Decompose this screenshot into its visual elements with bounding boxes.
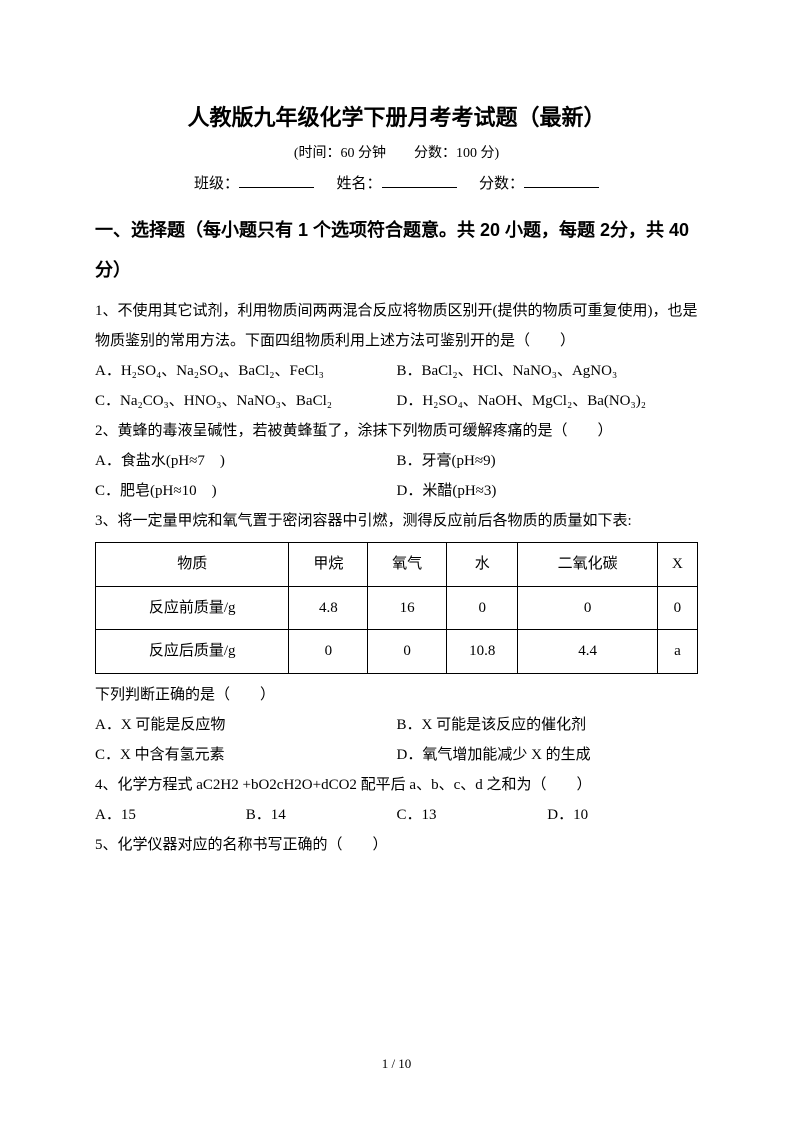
cell: 0	[447, 586, 518, 630]
class-blank[interactable]	[239, 172, 314, 188]
cell: 0	[289, 630, 368, 674]
exam-subtitle: (时间：60 分钟 分数：100 分)	[95, 142, 698, 162]
q1-text: 1、不使用其它试剂，利用物质间两两混合反应将物质区别开(提供的物质可重复使用)，…	[95, 296, 698, 356]
cell: 16	[368, 586, 447, 630]
q3-table: 物质 甲烷 氧气 水 二氧化碳 X 反应前质量/g 4.8 16 0 0 0 反…	[95, 542, 698, 674]
cell: 0	[657, 586, 697, 630]
q2-opt-b: B．牙膏(pH≈9)	[397, 446, 699, 476]
q2-options: A．食盐水(pH≈7 ) B．牙膏(pH≈9) C．肥皂(pH≈10 ) D．米…	[95, 446, 698, 506]
q3-opt-a: A．X 可能是反应物	[95, 710, 397, 740]
table-row: 反应前质量/g 4.8 16 0 0 0	[96, 586, 698, 630]
q1-opt-a: A．H₂SO₄、Na₂SO₄、BaCl₂、FeCl₃	[95, 356, 397, 386]
cell: 0	[518, 586, 658, 630]
page-number: 1 / 10	[0, 1056, 793, 1072]
cell: 4.8	[289, 586, 368, 630]
q3-after: 下列判断正确的是（ ）	[95, 680, 698, 710]
q1-opt-b: B．BaCl₂、HCl、NaNO₃、AgNO₃	[397, 356, 699, 386]
q3-opt-b: B．X 可能是该反应的催化剂	[397, 710, 699, 740]
q4-opt-a: A．15	[95, 800, 246, 830]
cell: 0	[368, 630, 447, 674]
q4-opt-c: C．13	[397, 800, 548, 830]
cell: 10.8	[447, 630, 518, 674]
q4-opt-d: D．10	[547, 800, 698, 830]
table-header-row: 物质 甲烷 氧气 水 二氧化碳 X	[96, 543, 698, 587]
col-4: 二氧化碳	[518, 543, 658, 587]
q4-text: 4、化学方程式 aC2H2 +bO2cH2O+dCO2 配平后 a、b、c、d …	[95, 770, 698, 800]
col-1: 甲烷	[289, 543, 368, 587]
q2-opt-c: C．肥皂(pH≈10 )	[95, 476, 397, 506]
cell: 4.4	[518, 630, 658, 674]
q4-opt-b: B．14	[246, 800, 397, 830]
q5-text: 5、化学仪器对应的名称书写正确的（ ）	[95, 830, 698, 860]
name-label: 姓名：	[336, 176, 381, 192]
q2-opt-d: D．米醋(pH≈3)	[397, 476, 699, 506]
col-3: 水	[447, 543, 518, 587]
q3-text: 3、将一定量甲烷和氧气置于密闭容器中引燃，测得反应前后各物质的质量如下表:	[95, 506, 698, 536]
cell: a	[657, 630, 697, 674]
q1-opt-c: C．Na₂CO₃、HNO₃、NaNO₃、BaCl₂	[95, 386, 397, 416]
col-0: 物质	[96, 543, 289, 587]
q2-text: 2、黄蜂的毒液呈碱性，若被黄蜂蜇了，涂抹下列物质可缓解疼痛的是（ ）	[95, 416, 698, 446]
cell: 反应前质量/g	[96, 586, 289, 630]
q1-opt-d: D．H₂SO₄、NaOH、MgCl₂、Ba(NO₃)₂	[397, 386, 699, 416]
q3-options: A．X 可能是反应物 B．X 可能是该反应的催化剂 C．X 中含有氢元素 D．氧…	[95, 710, 698, 770]
exam-title: 人教版九年级化学下册月考考试题（最新）	[95, 100, 698, 132]
q1-options: A．H₂SO₄、Na₂SO₄、BaCl₂、FeCl₃ B．BaCl₂、HCl、N…	[95, 356, 698, 416]
q3-opt-d: D．氧气增加能减少 X 的生成	[397, 740, 699, 770]
student-info-line: 班级： 姓名： 分数：	[95, 172, 698, 193]
q3-opt-c: C．X 中含有氢元素	[95, 740, 397, 770]
name-blank[interactable]	[382, 172, 457, 188]
exam-page: 人教版九年级化学下册月考考试题（最新） (时间：60 分钟 分数：100 分) …	[0, 0, 793, 1122]
score-label: 分数：	[479, 176, 524, 192]
q2-opt-a: A．食盐水(pH≈7 )	[95, 446, 397, 476]
class-label: 班级：	[194, 176, 239, 192]
col-5: X	[657, 543, 697, 587]
cell: 反应后质量/g	[96, 630, 289, 674]
col-2: 氧气	[368, 543, 447, 587]
score-blank[interactable]	[524, 172, 599, 188]
q4-options: A．15 B．14 C．13 D．10	[95, 800, 698, 830]
table-row: 反应后质量/g 0 0 10.8 4.4 a	[96, 630, 698, 674]
section-1-heading: 一、选择题（每小题只有 1 个选项符合题意。共 20 小题，每题 2分，共 40…	[95, 211, 698, 290]
